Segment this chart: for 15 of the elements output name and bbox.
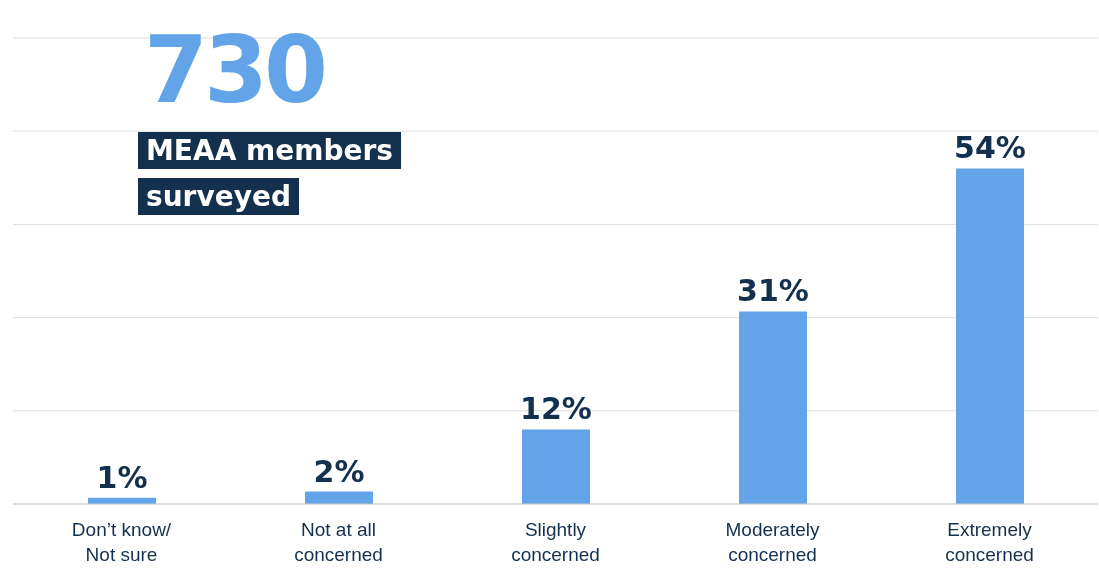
x-tick-label: Extremely concerned xyxy=(945,519,1034,565)
data-label: 31% xyxy=(737,273,809,309)
data-label: 1% xyxy=(96,459,148,495)
x-tick-label: Don’t know/ Not sure xyxy=(71,519,172,565)
bar xyxy=(739,311,807,504)
x-tick-label: Not at all concerned xyxy=(294,519,383,565)
x-tick-label: Slightly concerned xyxy=(511,519,600,565)
chart-subtitle: MEAA members surveyed xyxy=(138,132,401,215)
bar xyxy=(956,168,1024,504)
bar xyxy=(522,429,590,504)
data-label: 2% xyxy=(313,453,365,489)
data-label: 12% xyxy=(520,391,592,427)
x-tick-label: Moderately concerned xyxy=(725,519,820,565)
data-label: 54% xyxy=(954,130,1026,166)
chart-title: 730 xyxy=(144,16,325,126)
